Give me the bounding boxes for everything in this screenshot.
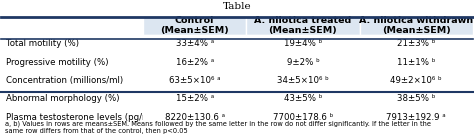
Text: Table: Table (223, 2, 251, 11)
Text: a, b) Values in rows are means±SEM. Means followed by the same letter in the row: a, b) Values in rows are means±SEM. Mean… (5, 120, 431, 134)
